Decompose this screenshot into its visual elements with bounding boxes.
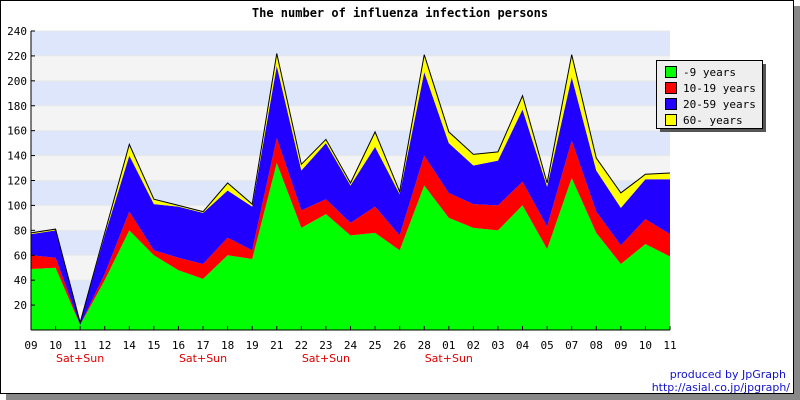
x-tick-label: 15: [147, 339, 160, 352]
x-tick-label: 28: [418, 339, 431, 352]
x-tick-label: 12: [98, 339, 111, 352]
x-tick-label: 16: [172, 339, 185, 352]
y-tick-labels: 20 40 60 80 100 120 140 160 180 200 220 240: [7, 25, 35, 312]
area-series-0: [31, 163, 670, 330]
x-tick-label: 11: [663, 339, 676, 352]
y-tick-label: 20: [14, 299, 27, 312]
x-tick-label: 26: [393, 339, 406, 352]
y-tick-label: 220: [7, 50, 27, 63]
x-tick-label: 03: [491, 339, 504, 352]
chart-title: The number of influenza infection person…: [252, 6, 548, 20]
y-tick-label: 200: [7, 75, 27, 88]
x-tick-label: 08: [590, 339, 603, 352]
x-tick-label: 25: [368, 339, 381, 352]
weekend-label: Sat+Sun: [302, 352, 350, 365]
legend-items: -9 years 10-19 years 20-59 years 60- years: [665, 66, 756, 127]
x-tick-label: 10: [639, 339, 652, 352]
legend-swatch: [665, 82, 677, 94]
weekend-labels: Sat+Sun Sat+Sun Sat+Sun Sat+Sun: [56, 352, 473, 365]
y-tick-label: 160: [7, 125, 27, 138]
x-tick-label: 10: [49, 339, 62, 352]
legend-label: 10-19 years: [683, 82, 756, 95]
grid-band: [31, 31, 670, 56]
x-tick-label: 11: [74, 339, 87, 352]
x-tick-label: 22: [295, 339, 308, 352]
y-tick-label: 60: [14, 249, 27, 262]
x-tick-label: 09: [24, 339, 37, 352]
legend-swatch: [665, 114, 677, 126]
credit-line-1: produced by JpGraph: [670, 368, 786, 381]
y-tick-label: 140: [7, 150, 27, 163]
grid-band: [31, 55, 670, 81]
legend: -9 years 10-19 years 20-59 years 60- years: [656, 60, 766, 132]
x-tick-label: 21: [270, 339, 283, 352]
x-tick-label: 02: [467, 339, 480, 352]
y-tick-label: 240: [7, 25, 27, 38]
y-tick-label: 100: [7, 199, 27, 212]
x-tick-label: 07: [565, 339, 578, 352]
legend-label: 20-59 years: [683, 98, 756, 111]
x-tick-label: 19: [246, 339, 259, 352]
y-tick-label: 80: [14, 224, 27, 237]
legend-label: -9 years: [683, 66, 736, 79]
x-tick-label: 01: [442, 339, 455, 352]
area-series-2: [31, 65, 670, 326]
legend-swatch: [665, 66, 677, 78]
x-tick-label: 17: [196, 339, 209, 352]
top-outline: [30, 53, 671, 325]
y-tick-label: 120: [7, 175, 27, 188]
stacked-areas: [30, 53, 671, 330]
area-series-1: [31, 138, 670, 326]
y-tick-label: 180: [7, 100, 27, 113]
x-tick-label: 04: [516, 339, 530, 352]
legend-label: 60- years: [683, 114, 743, 127]
x-tick-label: 05: [540, 339, 553, 352]
y-tick-label: 40: [14, 274, 27, 287]
credit-line-2: http://asial.co.jp/jpgraph/: [652, 381, 791, 394]
x-tick-label: 23: [319, 339, 332, 352]
x-tick-labels: 09 10 11 12 14 15 16 17 18 19 21 22 23 24 25 26 28 01 02 03…: [24, 326, 677, 352]
x-tick-label: 18: [221, 339, 234, 352]
x-tick-label: 09: [614, 339, 627, 352]
weekend-label: Sat+Sun: [56, 352, 104, 365]
x-tick-label: 14: [123, 339, 137, 352]
x-tick-label: 24: [344, 339, 358, 352]
weekend-label: Sat+Sun: [179, 352, 227, 365]
weekend-label: Sat+Sun: [425, 352, 473, 365]
legend-swatch: [665, 98, 677, 110]
